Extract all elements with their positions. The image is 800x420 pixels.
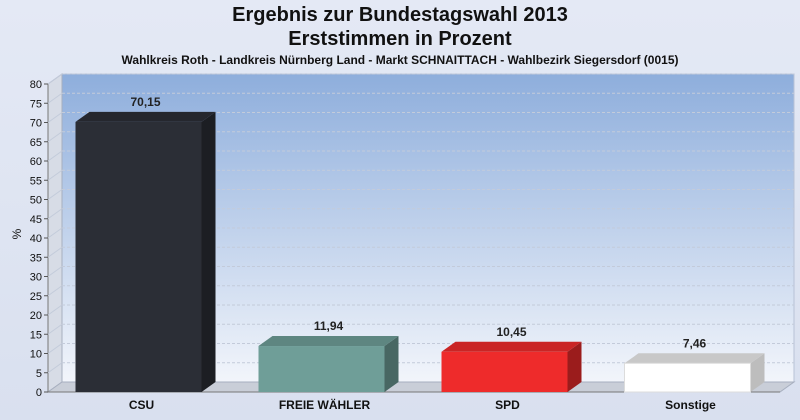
y-tick-label: 80 <box>30 79 42 91</box>
category-label: FREIE WÄHLER <box>279 397 371 412</box>
y-tick-label: 0 <box>36 387 42 399</box>
bar-top <box>441 341 582 352</box>
gridline-side <box>47 131 63 143</box>
y-tick-label: 60 <box>30 156 42 168</box>
bar-sonstige <box>624 362 751 393</box>
bar-side <box>201 111 216 393</box>
gridline-side <box>47 227 63 239</box>
bar-top <box>258 336 399 347</box>
y-axis-label: % <box>10 228 24 239</box>
chart-subtitle: Erststimmen in Prozent <box>288 28 512 50</box>
category-label: SPD <box>495 398 520 412</box>
value-label: 11,94 <box>314 319 344 333</box>
gridline-side <box>47 246 63 258</box>
y-tick-label: 40 <box>30 233 42 245</box>
y-tick-label: 50 <box>30 195 42 207</box>
y-tick-label: 10 <box>30 349 42 361</box>
category-label: CSU <box>129 398 154 412</box>
gridline-side <box>47 92 63 104</box>
y-tick-label: 70 <box>30 118 42 130</box>
value-label: 7,46 <box>683 336 707 350</box>
y-tick-label: 25 <box>30 291 42 303</box>
y-tick-label: 65 <box>30 137 42 149</box>
gridline-side <box>47 73 63 85</box>
gridline-side <box>47 304 63 316</box>
bar-top <box>75 111 216 122</box>
value-label: 10,45 <box>496 325 526 339</box>
gridline-side <box>47 169 63 181</box>
category-label: Sonstige <box>665 398 716 412</box>
gridline-side <box>47 266 63 277</box>
y-tick-label: 75 <box>30 98 42 110</box>
bar-side <box>750 353 765 392</box>
gridline-side <box>47 189 63 200</box>
y-tick-label: 45 <box>30 214 42 226</box>
y-tick-label: 55 <box>30 175 42 187</box>
bar-freie-wähler <box>258 346 385 392</box>
value-label: 70,15 <box>130 95 160 109</box>
y-tick-label: 30 <box>30 272 42 284</box>
chart-title: Ergebnis zur Bundestagswahl 2013 <box>232 4 568 26</box>
bar-spd <box>441 351 568 392</box>
gridline-side <box>47 362 63 374</box>
y-tick-label: 20 <box>30 310 42 322</box>
y-tick-label: 15 <box>30 329 42 341</box>
gridline-side <box>47 343 63 354</box>
gridline-side <box>47 208 63 220</box>
bar-side <box>567 341 582 392</box>
bar-top <box>624 353 765 364</box>
gridline-side <box>47 285 63 297</box>
gridline-side <box>47 150 63 162</box>
bar-csu <box>75 121 202 393</box>
y-tick-label: 5 <box>36 368 42 380</box>
gridline-side <box>47 112 63 123</box>
bar-side <box>384 336 399 392</box>
gridline-side <box>47 323 63 335</box>
chart-caption: Wahlkreis Roth - Landkreis Nürnberg Land… <box>121 53 679 67</box>
y-tick-label: 35 <box>30 252 42 264</box>
